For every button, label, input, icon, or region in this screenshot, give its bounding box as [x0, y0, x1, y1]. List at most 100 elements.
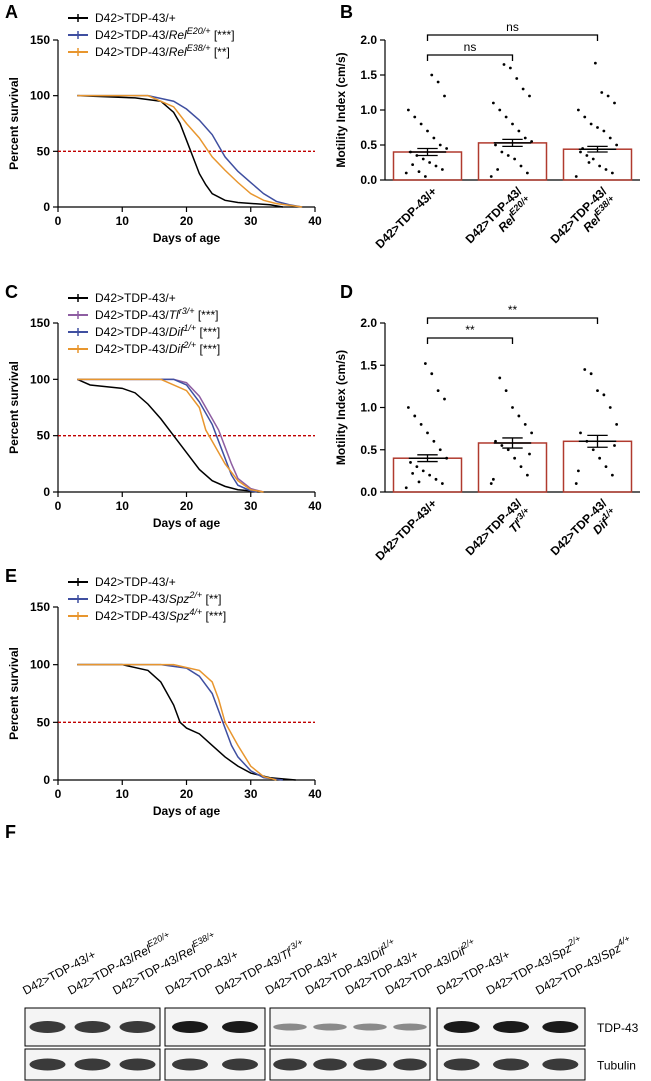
panel: E 0 50 100 150 Percent survival 0 10 20 30 40 Days … — [5, 566, 322, 818]
y-axis-label: Percent survival — [7, 647, 21, 740]
survival-line — [77, 663, 296, 781]
data-point — [608, 406, 612, 409]
data-point — [525, 171, 529, 175]
data-point — [521, 87, 525, 91]
category-label: D42>TDP-43/+ — [373, 184, 440, 251]
y-axis-label: Motility Index (cm/s) — [334, 350, 348, 465]
blot-band — [542, 1058, 579, 1071]
label-allele: r3/+ — [179, 306, 195, 316]
data-point — [419, 122, 423, 126]
data-point — [606, 94, 610, 98]
x-tick-label: 0 — [55, 214, 62, 228]
x-axis-label: Days of age — [153, 231, 221, 245]
legend-entry: D42>TDP-43/Spz4/+ [***] — [95, 607, 226, 623]
category-name: D42>TDP-43/+ — [373, 184, 440, 251]
blot-band — [222, 1058, 258, 1071]
x-axis-label: Days of age — [153, 804, 221, 818]
blot-band — [443, 1058, 480, 1071]
label-significance: [**] — [214, 45, 230, 59]
legend-entry: D42>TDP-43/RelE38/+ [**] — [95, 43, 230, 59]
data-point — [615, 143, 619, 147]
y-tick-label: 0.0 — [360, 485, 377, 499]
category-label: D42>TDP-43/+ — [373, 496, 440, 563]
survival-line — [77, 378, 264, 493]
blot-band — [74, 1058, 111, 1071]
label-name: D42>TDP-43/ — [95, 609, 169, 623]
y-tick-label: 50 — [37, 715, 51, 729]
y-tick-label: 1.0 — [360, 401, 377, 415]
label-name: D42>TDP-43/ — [95, 325, 169, 339]
blot-band — [29, 1058, 66, 1071]
label-name: D42>TDP-43/ — [95, 592, 169, 606]
y-axis-label: Percent survival — [7, 361, 21, 454]
x-tick-label: 0 — [55, 787, 62, 801]
data-point — [519, 164, 523, 168]
label-gene: Rel — [169, 28, 187, 42]
y-tick-label: 50 — [37, 429, 51, 443]
data-point — [523, 423, 527, 426]
data-point — [417, 480, 421, 484]
data-point — [445, 147, 449, 150]
legend-entry: D42>TDP-43/Dif1/+ [***] — [95, 323, 220, 339]
x-tick-label: 10 — [116, 787, 130, 801]
data-point — [413, 414, 417, 418]
data-point — [417, 170, 421, 174]
significance-label: ns — [464, 40, 477, 54]
data-point — [443, 397, 446, 401]
label-gene: Tl — [169, 308, 179, 322]
blot-band — [493, 1058, 529, 1071]
data-point — [434, 164, 438, 168]
x-tick-label: 30 — [244, 787, 258, 801]
data-point — [613, 444, 616, 447]
significance-bracket — [426, 54, 514, 61]
data-point — [491, 477, 495, 481]
y-tick-label: 1.0 — [360, 103, 377, 117]
data-point — [494, 143, 497, 147]
y-tick-label: 150 — [30, 33, 50, 47]
y-tick-label: 150 — [30, 316, 50, 330]
category-label: D42>TDP-43/Tlr3/+ — [463, 496, 532, 558]
data-point — [598, 456, 602, 460]
significance-bracket — [426, 34, 599, 41]
category-label: D42>TDP-43/RelE20/+ — [463, 184, 532, 246]
data-point — [498, 108, 502, 112]
data-point — [409, 461, 412, 464]
data-point — [523, 136, 527, 140]
panel-letter: A — [5, 2, 18, 22]
category-label: D42>TDP-43/RelE38/+ — [548, 184, 617, 246]
data-point — [404, 486, 408, 490]
data-point — [504, 115, 508, 119]
data-point — [591, 448, 595, 452]
label-allele: 1/+ — [183, 323, 196, 333]
lane-label: D42>TDP-43/+ — [20, 947, 98, 997]
data-point — [615, 423, 619, 426]
data-point — [583, 115, 587, 119]
label-name: D42>TDP-43/+ — [20, 947, 98, 997]
blot-band — [172, 1058, 208, 1071]
data-point — [574, 482, 578, 485]
y-tick-label: 150 — [30, 600, 50, 614]
data-point — [415, 154, 419, 157]
row-label: TDP-43 — [597, 1021, 639, 1035]
blot-band — [443, 1021, 480, 1033]
significance-label: ** — [465, 323, 475, 337]
survival-line — [77, 94, 303, 208]
data-point — [404, 171, 408, 175]
blot-band — [74, 1021, 111, 1033]
blot-band — [542, 1021, 579, 1033]
data-point — [596, 389, 599, 392]
x-tick-label: 20 — [180, 214, 194, 228]
label-allele: r3/+ — [286, 937, 305, 953]
data-point — [602, 129, 606, 133]
data-point — [491, 101, 495, 105]
label-name: D42>TDP-43/ — [95, 45, 169, 59]
blot-band — [493, 1021, 529, 1033]
panel: B 0.0 0.5 1.0 1.5 2.0 Motility Index (cm/s) D42… — [334, 2, 640, 251]
y-tick-label: 2.0 — [360, 33, 377, 47]
data-point — [528, 452, 531, 456]
data-point — [436, 389, 440, 392]
data-point — [430, 372, 434, 376]
legend-entry: D42>TDP-43/+ — [95, 291, 176, 305]
